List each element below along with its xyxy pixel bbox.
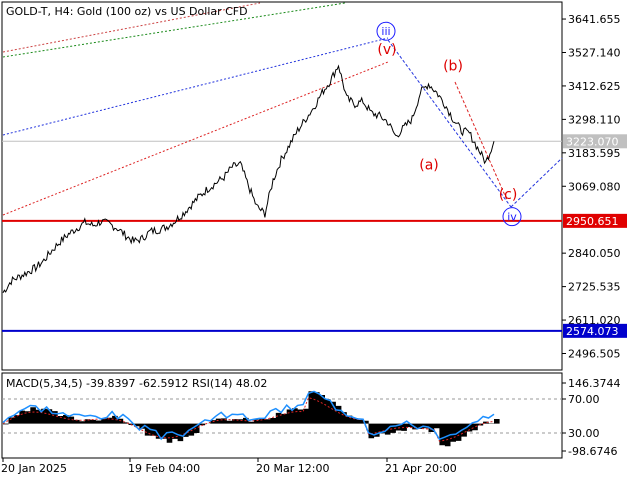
level-price-label: 2950.651 — [566, 215, 619, 228]
time-tick-label: 20 Jan 2025 — [1, 462, 67, 475]
price-tick-label: 3183.595 — [568, 147, 621, 160]
indicator-tick-label: 146.3744 — [568, 377, 621, 390]
indicator-panel: MACD(5,34,5) -39.8397 -62.5912 RSI(14) 4… — [1, 372, 621, 459]
level-price-box — [563, 323, 627, 338]
wave-circle — [502, 207, 522, 227]
price-tick-label: 3069.080 — [568, 180, 621, 193]
price-tick-label: 3641.655 — [568, 13, 621, 26]
price-tick-label: 2840.050 — [568, 247, 621, 260]
level-price-box — [563, 213, 627, 228]
green-trend-line — [2, 2, 346, 58]
wave-label: iv — [507, 211, 517, 224]
time-x-axis: 20 Jan 2025 19 Feb 04:00 20 Mar 12:00 21 Ap… — [1, 458, 457, 475]
wave-label: (b) — [443, 58, 463, 74]
time-tick-label: 21 Apr 20:00 — [385, 462, 457, 475]
time-tick-label: 20 Mar 12:00 — [256, 462, 329, 475]
wave-label: (a) — [419, 158, 439, 174]
price-tick-label: 2496.505 — [568, 347, 621, 360]
level-price-label: 2574.073 — [566, 325, 619, 338]
wave-circle — [376, 21, 396, 41]
horizontal-levels — [2, 219, 562, 332]
price-y-axis: 3641.655 3527.140 3412.625 3298.110 3183.595… — [562, 13, 627, 360]
price-tick-label: 3298.110 — [568, 113, 621, 126]
price-tick-label: 2725.535 — [568, 281, 621, 294]
trend-lines — [2, 2, 563, 216]
time-tick-label: 19 Feb 04:00 — [128, 462, 200, 475]
wave-label: (v) — [377, 42, 396, 58]
indicator-y-axis: 146.3744 70.00 30.00 -98.6746 — [562, 377, 621, 458]
indicator-panel-frame — [1, 372, 563, 459]
current-price-label: 3223.070 — [566, 135, 619, 148]
wave-iv-line — [387, 39, 512, 208]
wave-c-line — [454, 81, 508, 201]
indicator-tick-label: -98.6746 — [568, 445, 617, 458]
price-panel: iii (v) (b) (a) (c) iv GOLD-T, H4: Gold (100 … — [1, 1, 563, 371]
chart-title: GOLD-T, H4: Gold (100 oz) vs US Dollar C… — [6, 5, 248, 18]
indicator-title: MACD(5,34,5) -39.8397 -62.5912 RSI(14) 4… — [6, 377, 267, 390]
red-channel-line — [2, 61, 389, 216]
wave-label: iii — [381, 25, 390, 38]
price-line — [2, 64, 495, 293]
indicator-tick-label: 30.00 — [568, 427, 600, 440]
wave-label: (c) — [499, 187, 518, 203]
current-price-box — [563, 134, 627, 149]
indicator-tick-label: 70.00 — [568, 393, 600, 406]
wave-v-projection-line — [510, 157, 563, 208]
price-tick-label: 3412.625 — [568, 80, 621, 93]
price-tick-label: 2611.020 — [568, 314, 621, 327]
price-tick-label: 3527.140 — [568, 46, 621, 59]
wave-labels: iii (v) (b) (a) (c) iv — [376, 21, 522, 227]
rsi-line — [2, 390, 495, 441]
